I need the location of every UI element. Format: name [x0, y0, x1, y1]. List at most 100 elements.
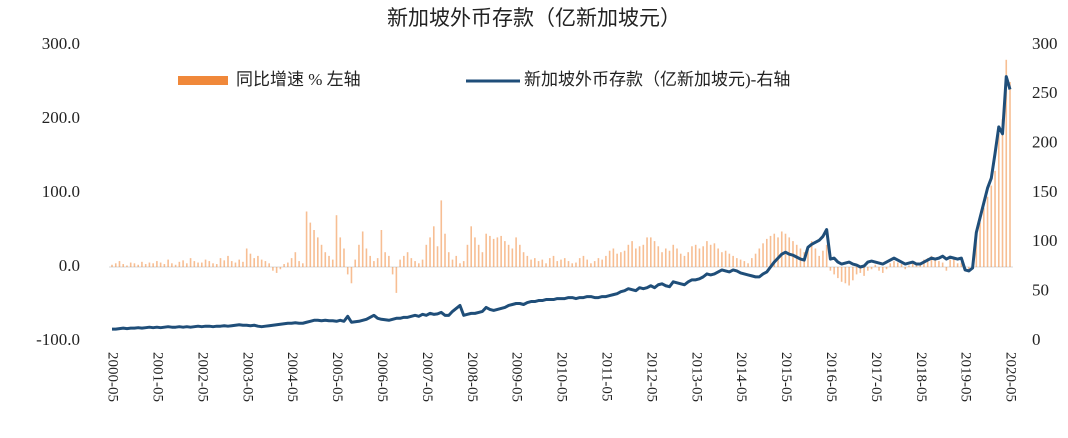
bar [545, 263, 547, 267]
bar [358, 244, 360, 267]
bar [492, 238, 495, 267]
bar [904, 267, 907, 270]
bar [144, 264, 147, 267]
bar [893, 261, 895, 267]
bar [691, 246, 693, 267]
bar [470, 226, 472, 267]
bar [339, 237, 342, 267]
bar [260, 259, 263, 267]
bar [171, 263, 173, 267]
bar [616, 253, 618, 267]
bar [601, 259, 603, 267]
bar [571, 263, 574, 267]
chart-title: 新加坡外币存款（亿新加坡元） [387, 6, 681, 30]
x-tick-label: 2014-05 [733, 352, 749, 402]
bar [709, 244, 712, 267]
bar [496, 237, 499, 267]
bar [661, 252, 663, 267]
bar [298, 261, 300, 267]
bar [840, 267, 843, 282]
bar [788, 237, 791, 267]
bar [900, 264, 903, 267]
bar [646, 237, 648, 267]
bar [328, 255, 330, 267]
bar [556, 261, 559, 267]
x-tick-label: 2013-05 [688, 352, 704, 402]
bar [552, 255, 555, 267]
legend-label: 新加坡外币存款（亿新加坡元)-右轴 [524, 70, 790, 89]
bar [702, 246, 704, 267]
bar [979, 222, 981, 267]
y-tick-label: 300.0 [42, 34, 80, 53]
bar [631, 241, 633, 267]
x-tick-label: 2011-05 [598, 352, 614, 401]
bar [870, 267, 873, 270]
bar [148, 262, 151, 267]
bar [245, 248, 248, 267]
bar [960, 262, 963, 267]
bar [908, 265, 910, 267]
bar [743, 261, 746, 267]
bar [504, 241, 506, 267]
bar [526, 255, 529, 267]
bar [983, 207, 985, 267]
bar [373, 261, 375, 267]
bar [986, 196, 989, 267]
bar [676, 248, 678, 267]
bar [852, 267, 854, 281]
bar [507, 244, 510, 267]
bar [156, 261, 158, 267]
bar [275, 267, 278, 273]
x-tick-label: 2016-05 [823, 352, 839, 402]
bar [706, 241, 708, 267]
bar [331, 259, 334, 267]
bar [447, 252, 450, 267]
bar [683, 255, 686, 267]
bar [994, 170, 996, 267]
bar [754, 253, 757, 267]
bar [287, 262, 289, 267]
bar [313, 230, 315, 267]
bar [751, 258, 753, 267]
bar [477, 244, 480, 267]
bar [114, 263, 117, 267]
bar [881, 267, 884, 273]
bar [141, 261, 143, 267]
y-tick-label: 100.0 [42, 182, 80, 201]
bar [563, 258, 566, 267]
bar [530, 259, 532, 267]
bar [537, 261, 540, 267]
y-tick-label: -100.0 [36, 330, 80, 349]
bar [414, 261, 416, 267]
bar [279, 267, 282, 270]
bar [586, 259, 588, 267]
bar [163, 264, 166, 267]
bar [810, 241, 813, 267]
bar [302, 263, 304, 267]
bar [354, 259, 357, 267]
bar [863, 267, 865, 276]
bar [608, 250, 611, 267]
bar [174, 264, 177, 267]
bar [365, 248, 368, 267]
bar [664, 248, 667, 267]
bar [489, 235, 491, 267]
bar [264, 261, 267, 267]
bar [765, 238, 768, 267]
bar [938, 261, 940, 267]
bar [230, 261, 233, 267]
bar [597, 258, 600, 267]
bar [343, 248, 345, 267]
bar [167, 259, 169, 267]
legend-label: 同比增速 % 左轴 [236, 70, 361, 89]
bar [911, 263, 914, 267]
x-tick-label: 2008-05 [464, 352, 480, 402]
bar [268, 263, 270, 267]
bar [896, 262, 899, 267]
y2-tick-label: 200 [1032, 133, 1058, 152]
bar [391, 267, 394, 275]
x-tick-label: 2006-05 [374, 352, 390, 402]
x-tick-label: 2003-05 [239, 352, 255, 402]
bar [215, 264, 218, 267]
bar [440, 200, 443, 267]
